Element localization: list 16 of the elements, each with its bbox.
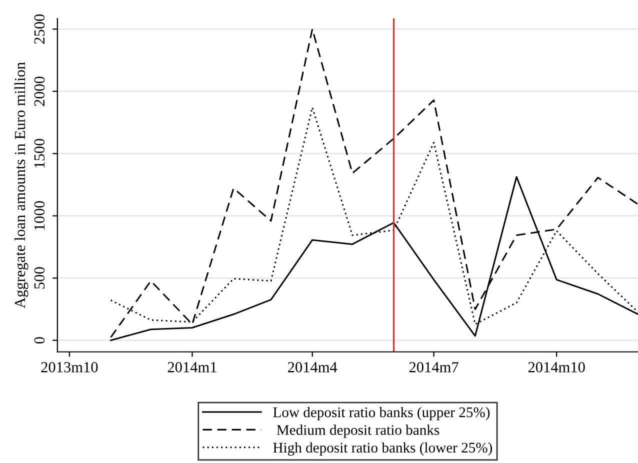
x-tick-label: 2013m10 xyxy=(41,362,98,372)
y-tick-label: 1000 xyxy=(34,201,45,230)
y-tick-label: 1500 xyxy=(34,138,45,168)
legend-label: High deposit ratio banks (lower 25%) xyxy=(273,442,492,456)
y-tick-label: 2000 xyxy=(34,76,45,106)
x-tick-label: 2014m10 xyxy=(528,362,585,372)
y-tick-label: 0 xyxy=(34,337,45,344)
x-tick-label: 2014m1 xyxy=(168,362,216,372)
legend-label: Medium deposit ratio banks xyxy=(276,424,440,438)
x-tick-label: 2014m7 xyxy=(409,362,458,372)
x-tick-label: 2014m4 xyxy=(288,362,338,372)
y-tick-label: 2500 xyxy=(34,14,45,44)
y-tick-label: 500 xyxy=(34,267,45,289)
y-axis-title: Aggregate loan amounts in Euro million xyxy=(14,62,28,308)
line-series xyxy=(110,28,638,338)
legend-label: Low deposit ratio banks (upper 25%) xyxy=(273,406,490,420)
